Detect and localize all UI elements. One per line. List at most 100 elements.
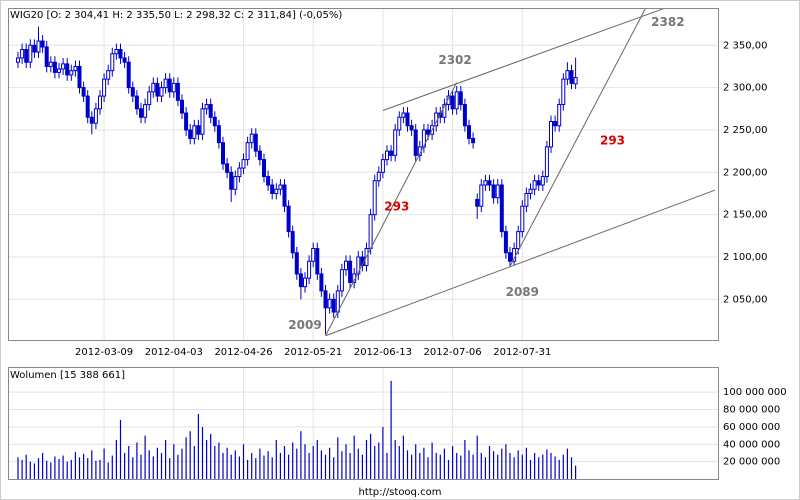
candle-body: [81, 87, 86, 97]
candle-body: [216, 125, 221, 144]
candle-body: [270, 184, 275, 194]
candle-body: [544, 146, 549, 178]
candle-body: [93, 108, 98, 124]
candle-body: [130, 87, 135, 97]
y2-tick-label: 20 000 000: [723, 457, 780, 468]
candle-body: [192, 125, 197, 139]
candle-body: [253, 133, 258, 152]
candle-body: [262, 159, 266, 178]
x-tick-label: 2012-06-13: [354, 347, 412, 358]
volume-frame: [8, 367, 719, 480]
main-frame: [8, 8, 719, 341]
candle-body: [528, 188, 533, 194]
trend-line: [509, 8, 646, 267]
candle-body: [323, 290, 328, 309]
candle-body: [266, 176, 271, 186]
candle-body: [311, 248, 316, 262]
candle-body: [48, 61, 53, 67]
candle-body: [89, 116, 94, 124]
x-tick-label: 2012-05-21: [284, 347, 342, 358]
annotation: 293: [600, 133, 625, 147]
candle-body: [180, 99, 184, 114]
y2-tick-label: 40 000 000: [723, 439, 780, 450]
candle-body: [450, 95, 455, 110]
candles: [16, 26, 578, 335]
candle-body: [561, 78, 566, 106]
candle-body: [110, 53, 115, 72]
candle-body: [65, 63, 70, 76]
trend-lines: [325, 8, 716, 337]
candle-body: [85, 95, 90, 118]
candle-body: [167, 78, 172, 93]
candle-body: [458, 91, 463, 106]
candle-body: [286, 205, 291, 233]
candle-body: [171, 82, 176, 93]
candle-body: [307, 260, 312, 279]
candle-body: [184, 112, 189, 131]
candle-body: [237, 167, 242, 178]
candle-body: [454, 91, 459, 110]
candle-body: [368, 214, 373, 250]
candle-body: [28, 44, 33, 63]
candle-body: [200, 108, 205, 135]
candle-body: [36, 40, 41, 53]
candle-body: [549, 120, 553, 148]
candle-body: [208, 104, 213, 118]
candle-body: [467, 125, 471, 139]
x-tick-label: 2012-04-03: [145, 347, 203, 358]
candle-body: [339, 269, 344, 292]
volume-title: Wolumen [15 388 661]: [10, 370, 125, 381]
candle-body: [98, 95, 102, 110]
labels: 2 050,00 2 100,00 2 150,00 2 200,00 2 250,00…: [75, 15, 787, 468]
candle-body: [380, 159, 385, 173]
x-tick-label: 2012-07-31: [493, 347, 551, 358]
candle-body: [401, 112, 406, 118]
candle-body: [376, 171, 381, 182]
candle-body: [499, 184, 504, 233]
annotation: 2302: [438, 53, 471, 67]
candle-body: [426, 129, 430, 135]
candle-body: [196, 125, 201, 135]
candle-body: [397, 116, 402, 131]
trend-line: [382, 8, 667, 111]
y-tick-label: 2 350,00: [723, 40, 768, 51]
candle-body: [516, 231, 521, 250]
candle-body: [303, 277, 307, 288]
candle-body: [143, 104, 148, 118]
annotation: 293: [384, 200, 409, 214]
x-tick-label: 2012-03-09: [75, 347, 133, 358]
annotation: 2089: [506, 285, 539, 299]
candle-body: [389, 150, 394, 156]
candle-body: [16, 57, 20, 63]
candle-body: [126, 61, 131, 89]
annotation: 2009: [288, 318, 321, 332]
candle-body: [553, 120, 558, 127]
y-tick-label: 2 300,00: [723, 83, 768, 94]
candle-body: [257, 150, 262, 161]
candle-body: [442, 104, 447, 118]
candle-body: [348, 260, 353, 283]
candle-body: [393, 129, 398, 156]
candle-body: [557, 104, 562, 127]
candle-body: [32, 44, 37, 53]
candle-body: [290, 231, 295, 254]
candle-body: [372, 180, 377, 216]
y2-tick-label: 60 000 000: [723, 422, 780, 433]
candle-body: [40, 40, 45, 48]
candle-body: [44, 46, 49, 67]
candle-body: [520, 205, 525, 233]
candle-body: [315, 248, 320, 275]
candle-body: [532, 180, 537, 190]
footer: http://stooq.com: [359, 487, 442, 498]
y2-tick-label: 100 000 000: [723, 387, 787, 398]
annotation: 2382: [651, 15, 684, 29]
candle-body: [344, 260, 348, 271]
chart-title: WIG20 [O: 2 304,41 H: 2 335,50 L: 2 298,…: [10, 10, 342, 21]
candle-body: [573, 77, 578, 85]
candle-body: [335, 290, 340, 313]
y-tick-label: 2 200,00: [723, 167, 768, 178]
candle-body: [118, 49, 123, 59]
candle-body: [24, 49, 29, 63]
trend-line: [325, 189, 716, 337]
